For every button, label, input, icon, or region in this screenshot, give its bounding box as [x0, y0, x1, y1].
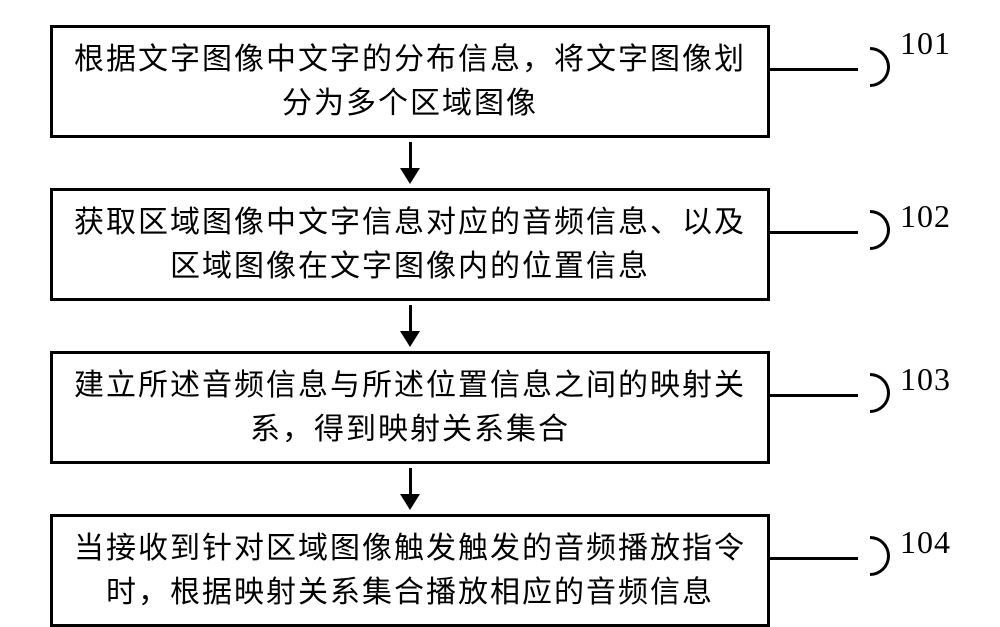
step-text-4: 当接收到针对区域图像触发触发的音频播放指令时，根据映射关系集合播放相应的音频信息 — [74, 532, 746, 609]
step-text-2: 获取区域图像中文字信息对应的音频信息、以及区域图像在文字图像内的位置信息 — [74, 206, 746, 283]
step-box-3: 建立所述音频信息与所述位置信息之间的映射关系，得到映射关系集合 — [50, 351, 770, 464]
step-label-4: 104 — [900, 524, 951, 561]
connector-3 — [770, 381, 895, 411]
connector-4 — [770, 544, 895, 574]
step-wrapper-2: 获取区域图像中文字信息对应的音频信息、以及区域图像在文字图像内的位置信息 102 — [50, 188, 770, 301]
step-box-2: 获取区域图像中文字信息对应的音频信息、以及区域图像在文字图像内的位置信息 — [50, 188, 770, 301]
step-box-1: 根据文字图像中文字的分布信息，将文字图像划分为多个区域图像 — [50, 25, 770, 138]
step-wrapper-3: 建立所述音频信息与所述位置信息之间的映射关系，得到映射关系集合 103 — [50, 351, 770, 464]
arrow-2-3 — [400, 305, 420, 347]
step-text-1: 根据文字图像中文字的分布信息，将文字图像划分为多个区域图像 — [74, 43, 746, 120]
connector-2 — [770, 218, 895, 248]
arrow-1-2 — [400, 142, 420, 184]
arrow-3-4 — [400, 468, 420, 510]
connector-1 — [770, 55, 895, 85]
step-box-4: 当接收到针对区域图像触发触发的音频播放指令时，根据映射关系集合播放相应的音频信息 — [50, 514, 770, 627]
step-label-1: 101 — [900, 25, 951, 62]
step-label-2: 102 — [900, 198, 951, 235]
step-wrapper-1: 根据文字图像中文字的分布信息，将文字图像划分为多个区域图像 101 — [50, 25, 770, 138]
step-text-3: 建立所述音频信息与所述位置信息之间的映射关系，得到映射关系集合 — [74, 369, 746, 446]
step-wrapper-4: 当接收到针对区域图像触发触发的音频播放指令时，根据映射关系集合播放相应的音频信息… — [50, 514, 770, 627]
flowchart-container: 根据文字图像中文字的分布信息，将文字图像划分为多个区域图像 101 获取区域图像… — [50, 25, 770, 627]
step-label-3: 103 — [900, 361, 951, 398]
